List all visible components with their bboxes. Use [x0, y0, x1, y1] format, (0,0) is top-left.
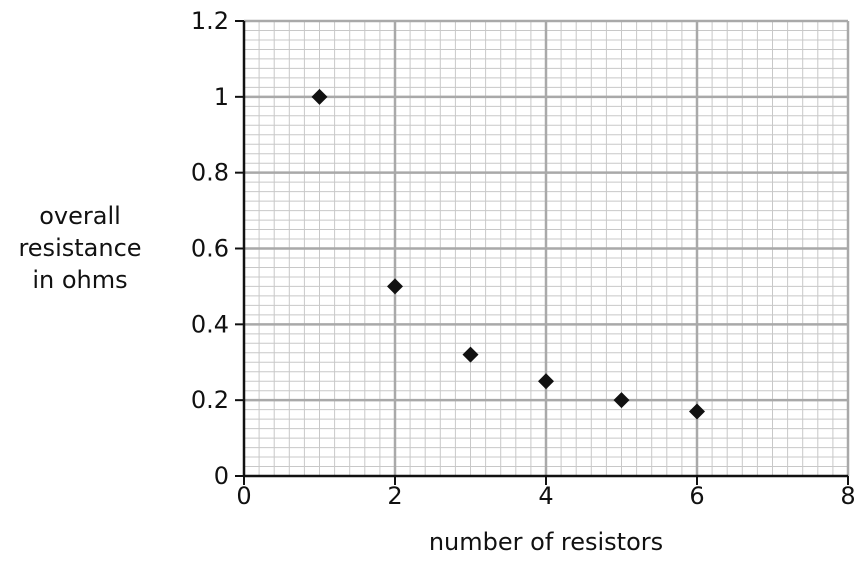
- data-point: [462, 346, 479, 363]
- data-point: [311, 88, 328, 105]
- x-tick-label: 8: [840, 482, 855, 510]
- ticks: [235, 20, 849, 485]
- y-axis-label-line-2: resistance: [18, 234, 142, 262]
- x-tick-label: 6: [689, 482, 704, 510]
- y-tick-label: 0.2: [191, 386, 229, 414]
- y-tick-label: 1: [214, 83, 229, 111]
- data-points: [311, 88, 705, 420]
- y-tick-label: 1.2: [191, 7, 229, 35]
- y-axis-label: overall resistance in ohms: [0, 200, 160, 296]
- data-point: [538, 373, 554, 390]
- y-tick-label: 0: [214, 462, 229, 490]
- data-point: [689, 403, 705, 420]
- y-tick-label: 0.6: [191, 235, 229, 263]
- grid-major: [244, 19, 850, 476]
- x-tick-label: 4: [538, 482, 553, 510]
- data-point: [387, 278, 403, 295]
- x-axis-label: number of resistors: [428, 528, 664, 556]
- y-axis-label-line-1: overall: [39, 202, 121, 230]
- y-tick-label: 0.4: [191, 310, 229, 338]
- x-tick-label: 2: [387, 482, 402, 510]
- y-axis-label-line-3: in ohms: [32, 266, 128, 294]
- tick-labels: 0 2 4 6 8 0 0.2 0.4 0.6 0.8 1 1.2: [191, 7, 856, 510]
- data-point: [613, 392, 630, 409]
- y-tick-label: 0.8: [191, 159, 229, 187]
- x-tick-label: 0: [236, 482, 251, 510]
